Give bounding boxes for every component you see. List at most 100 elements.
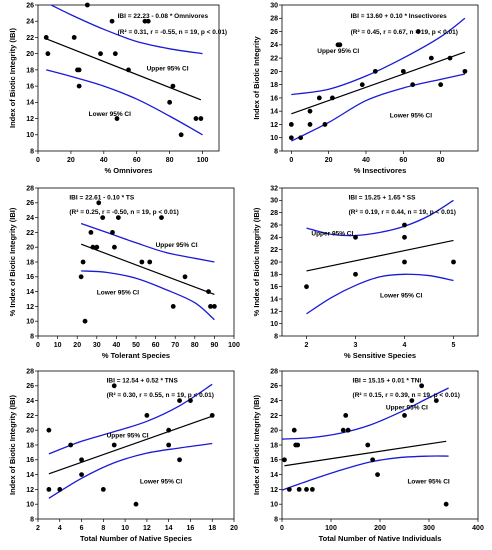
upper-ci-label: Upper 95% CI xyxy=(386,404,428,411)
x-tick-label: 100 xyxy=(228,342,240,349)
x-tick-label: 2 xyxy=(36,525,40,532)
upper-ci-curve xyxy=(282,387,449,440)
y-tick-label: 24 xyxy=(270,398,278,405)
regression-line xyxy=(306,239,454,272)
data-point xyxy=(353,271,358,277)
data-point xyxy=(79,472,84,477)
data-point xyxy=(365,442,371,448)
x-axis-label: % Tolerant Species xyxy=(102,351,170,360)
data-point xyxy=(133,501,139,507)
y-tick-label: 18 xyxy=(26,259,34,266)
data-point xyxy=(142,18,148,24)
data-point xyxy=(112,51,118,57)
x-tick-label: 10 xyxy=(54,342,62,349)
data-point xyxy=(322,122,328,127)
data-point xyxy=(309,487,315,492)
data-point xyxy=(286,487,292,492)
y-tick-label: 12 xyxy=(270,487,278,494)
y-tick-label: 8 xyxy=(30,516,34,523)
regression-stats: (R² = 0.15, r = 0.39, n = 19, p < 0.01) xyxy=(353,392,460,399)
upper-ci-curve xyxy=(48,383,213,455)
x-tick-label: 0 xyxy=(289,157,293,164)
data-point xyxy=(209,413,215,418)
x-tick-label: 8 xyxy=(101,525,105,532)
panel-native-individuals: 0 100 200 300 400 8 10 12 14 16 18 20 22 24 26 28 Total … xyxy=(252,368,484,543)
x-tick-label: 80 xyxy=(191,342,199,349)
regression-line xyxy=(291,51,466,115)
x-tick-label: 0 xyxy=(280,525,284,532)
data-point xyxy=(111,442,117,448)
x-tick-label: 6 xyxy=(80,525,84,532)
data-point xyxy=(170,304,176,309)
data-point xyxy=(304,284,309,290)
data-point xyxy=(147,259,153,265)
x-tick-label: 80 xyxy=(437,157,445,164)
data-point xyxy=(443,501,449,507)
x-axis-label: Total Number of Native Species xyxy=(80,534,192,543)
y-tick-label: 16 xyxy=(26,274,34,281)
y-tick-label: 30 xyxy=(270,2,278,9)
y-tick-label: 28 xyxy=(270,368,278,375)
data-point xyxy=(159,215,164,221)
regression-equation: IBI = 15.25 + 1.65 * SS xyxy=(349,194,417,201)
y-tick-label: 20 xyxy=(26,245,34,252)
data-point xyxy=(78,274,84,280)
y-tick-label: 14 xyxy=(270,109,278,116)
y-tick-label: 16 xyxy=(26,457,34,464)
y-tick-label: 22 xyxy=(270,413,278,420)
regression-equation: IBI = 12.54 + 0.52 * TNS xyxy=(107,377,179,384)
data-point xyxy=(370,457,376,463)
y-tick-label: 22 xyxy=(270,247,278,254)
regression-line xyxy=(284,440,447,467)
data-point xyxy=(206,289,211,294)
x-axis-label: % Omnivores xyxy=(105,166,153,175)
x-tick-label: 20 xyxy=(73,342,81,349)
regression-equation: IBI = 13.60 + 0.10 * Insectivores xyxy=(351,13,448,20)
data-point xyxy=(409,398,415,403)
y-tick-label: 12 xyxy=(26,116,34,123)
data-point xyxy=(167,99,173,105)
lower-ci-curve xyxy=(48,442,213,499)
y-tick-label: 8 xyxy=(30,333,34,340)
data-point xyxy=(43,35,49,40)
y-axis-label: Index of Biotic Integrity (IBI) xyxy=(8,395,17,496)
y-axis-label: Index of Biotic Integrity xyxy=(252,36,261,120)
data-point xyxy=(100,487,106,492)
lower-ci-label: Lower 95% CI xyxy=(89,111,131,118)
y-tick-label: 18 xyxy=(270,82,278,89)
data-point xyxy=(144,413,150,418)
lower-ci-label: Lower 95% CI xyxy=(390,112,432,119)
y-tick-label: 8 xyxy=(274,333,278,340)
data-point xyxy=(177,398,182,403)
y-tick-label: 20 xyxy=(270,69,278,76)
x-tick-label: 12 xyxy=(143,525,151,532)
y-tick-label: 12 xyxy=(26,304,34,311)
data-point xyxy=(110,230,115,235)
data-point xyxy=(415,29,421,34)
y-tick-label: 14 xyxy=(270,472,278,479)
x-tick-label: 40 xyxy=(362,157,370,164)
y-tick-label: 20 xyxy=(26,51,34,58)
y-tick-label: 24 xyxy=(26,398,34,405)
data-point xyxy=(96,200,102,206)
x-tick-label: 2 xyxy=(305,342,309,349)
y-tick-label: 28 xyxy=(26,185,34,192)
x-tick-label: 16 xyxy=(187,525,195,532)
x-tick-label: 100 xyxy=(325,525,337,532)
regression-stats: (R² = 0.30, r = 0.55, n = 19, p < 0.01) xyxy=(107,392,214,399)
y-tick-label: 8 xyxy=(274,148,278,155)
y-tick-label: 20 xyxy=(270,428,278,435)
data-point xyxy=(98,51,103,57)
y-tick-label: 22 xyxy=(26,230,34,237)
data-point xyxy=(182,274,188,280)
upper-ci-label: Upper 95% CI xyxy=(107,433,149,440)
regression-stats: (R² = 0.45, r = 0.67, n = 19, p < 0.01) xyxy=(351,29,458,36)
y-tick-label: 26 xyxy=(26,2,34,9)
x-tick-label: 200 xyxy=(374,525,386,532)
lower-ci-label: Lower 95% CI xyxy=(407,478,449,485)
y-tick-label: 28 xyxy=(26,368,34,375)
y-tick-label: 16 xyxy=(270,95,278,102)
data-point xyxy=(139,259,145,265)
data-point xyxy=(198,116,204,121)
y-tick-label: 24 xyxy=(270,42,278,49)
